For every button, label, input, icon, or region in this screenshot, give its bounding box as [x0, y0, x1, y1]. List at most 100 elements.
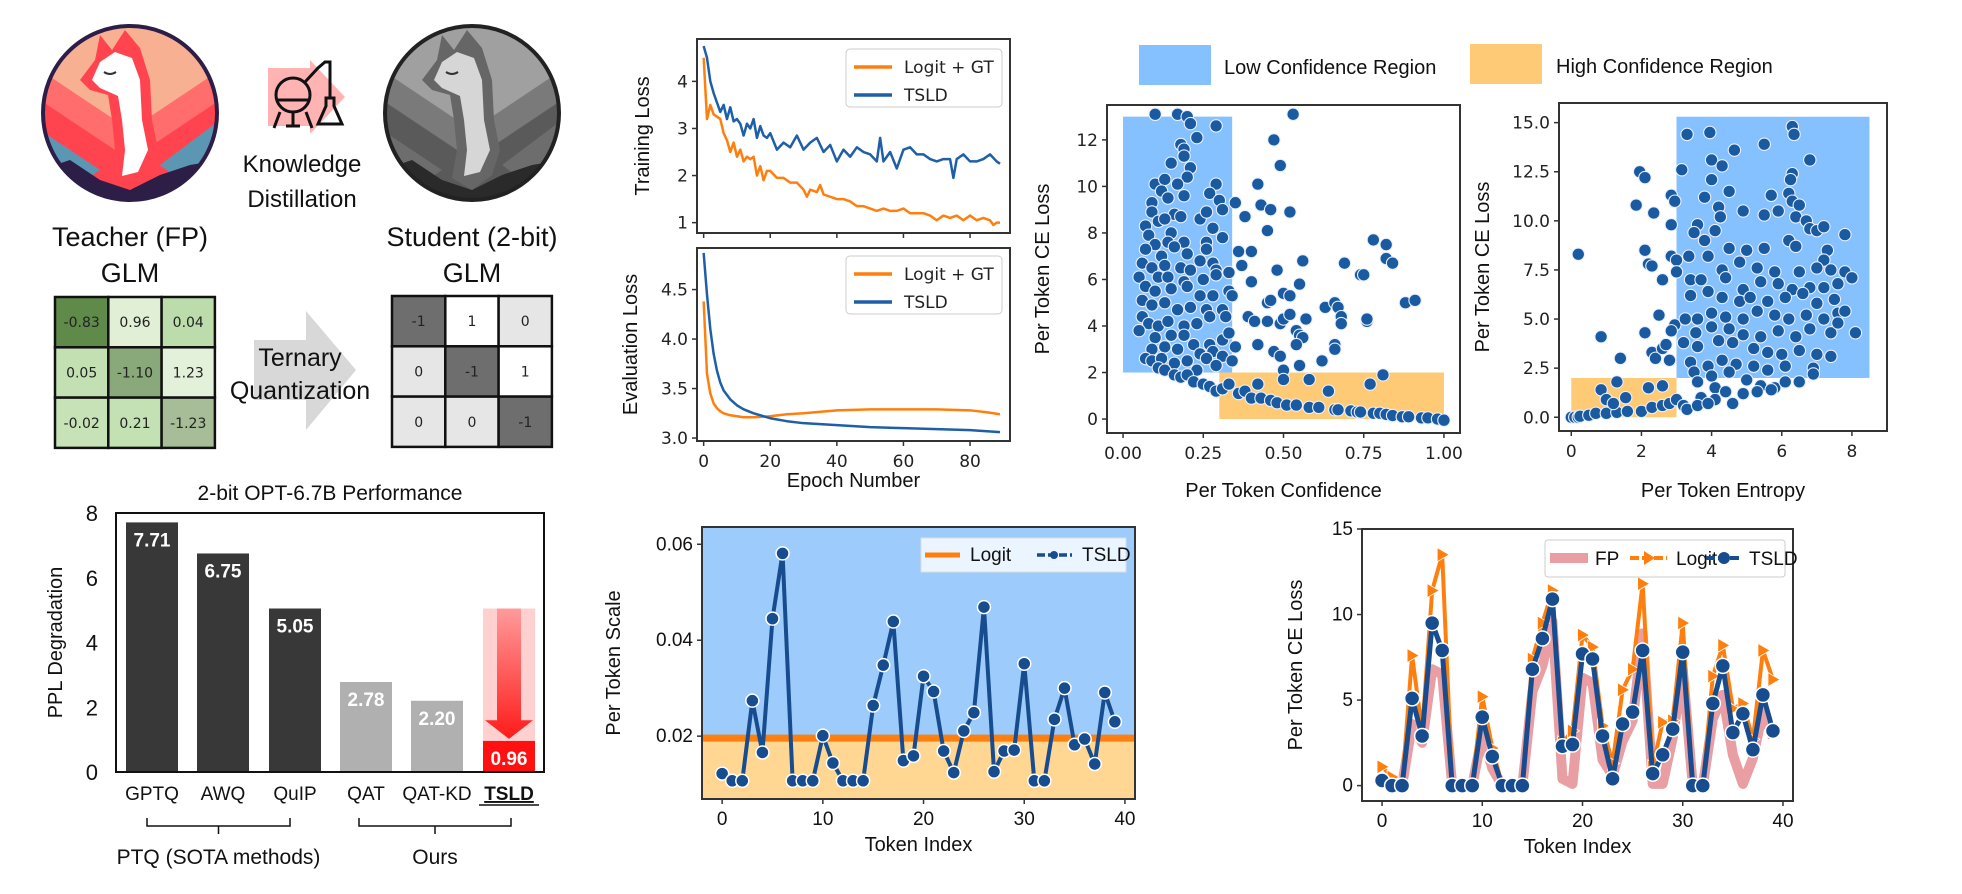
- x-tick-label: 80: [959, 452, 981, 472]
- scatter-point: [1331, 402, 1345, 417]
- scatter-point: [1376, 368, 1390, 382]
- logit-loss-marker: [1717, 637, 1731, 654]
- tsld-loss-point: [1734, 705, 1752, 723]
- scatter-point: [1678, 312, 1693, 326]
- tsld-loss-point: [1704, 695, 1722, 712]
- teacher-llama-icon: [41, 24, 219, 202]
- y-tick-label: 10: [1076, 177, 1098, 197]
- scatter-point: [1771, 276, 1786, 291]
- scatter-point: [1718, 384, 1733, 399]
- scatter-point: [1170, 177, 1185, 191]
- scatter-point: [1302, 372, 1316, 387]
- tsld-loss-point: [1714, 657, 1732, 675]
- tsld-scale-point: [805, 773, 821, 789]
- quant-label-line1: Ternary: [258, 344, 342, 372]
- tsld-loss-point: [1403, 690, 1421, 707]
- series-line-tsld: [702, 45, 1001, 180]
- scatter-point: [1148, 330, 1162, 345]
- scatter-point: [1655, 273, 1670, 287]
- x-axis-label: Token Index: [1524, 836, 1632, 858]
- y-tick-label: 1: [677, 214, 688, 234]
- x-tick-label: 0.75: [1345, 444, 1383, 464]
- x-axis-label: Token Index: [865, 834, 973, 856]
- scatter-point: [1141, 228, 1156, 243]
- scatter-point: [1571, 247, 1586, 261]
- scatter-point: [1760, 294, 1775, 309]
- scatter-point: [1736, 312, 1750, 326]
- tsld-scale-point: [714, 766, 730, 781]
- tsld-scale-point: [1006, 742, 1022, 758]
- scatter-point: [1664, 218, 1679, 232]
- x-tick-label: AWQ: [201, 784, 246, 805]
- scatter-point: [1771, 204, 1786, 218]
- scatter-point: [1206, 289, 1220, 303]
- y-axis-label: Training Loss: [632, 76, 654, 195]
- scatter-point: [1299, 312, 1313, 326]
- matrix-cell: [390, 294, 447, 348]
- scatter-point: [1225, 354, 1239, 368]
- y-tick-label: 4.0: [661, 330, 688, 350]
- scatter-point: [1183, 263, 1198, 277]
- y-tick-label: 0.0: [1523, 408, 1550, 428]
- scatter-point: [1746, 359, 1761, 373]
- y-tick-label: 4: [677, 72, 688, 92]
- scatter-point: [1648, 351, 1663, 366]
- tsld-loss-point: [1423, 614, 1441, 632]
- y-tick-label: 2.5: [1523, 359, 1550, 379]
- y-tick-label: 3.5: [661, 380, 688, 400]
- scatter-point: [1676, 335, 1691, 350]
- scatter-point: [1715, 290, 1729, 305]
- x-tick-label: 1.00: [1425, 444, 1463, 464]
- low-confidence-swatch: [1139, 45, 1211, 85]
- scatter-point: [1170, 302, 1185, 317]
- high-confidence-region: [702, 738, 1135, 799]
- tsld-loss-point: [1744, 741, 1762, 758]
- scatter-point: [1778, 375, 1793, 389]
- y-tick-label: 4.5: [661, 281, 688, 301]
- tsld-loss-point: [1413, 727, 1431, 745]
- teacher-label-line2: GLM: [101, 258, 160, 288]
- scatter-point: [1296, 254, 1310, 268]
- matrix-cell-value: -1.10: [117, 365, 153, 381]
- quant-label-line2: Quantization: [230, 377, 370, 405]
- tsld-scale-point: [926, 684, 941, 699]
- legend-label: TSLD: [1749, 549, 1798, 570]
- scatter-point: [1286, 107, 1300, 122]
- x-tick-label: 0: [717, 809, 728, 830]
- logit-loss-marker: [1577, 627, 1591, 643]
- logit-loss-marker: [1376, 759, 1390, 775]
- scatter-point: [1767, 265, 1782, 279]
- scatter-point: [1694, 273, 1708, 287]
- scatter-point: [1789, 329, 1803, 344]
- legend-marker-tsld: [1718, 552, 1730, 564]
- high-confidence-label: High Confidence Region: [1556, 56, 1773, 78]
- scatter-point: [1778, 290, 1793, 305]
- low-confidence-label: Low Confidence Region: [1224, 57, 1436, 79]
- matrix-cell: [497, 395, 554, 449]
- logit-loss-marker: [1436, 546, 1450, 563]
- scatter-point: [1312, 400, 1326, 415]
- y-axis-label: Per Token CE Loss: [1472, 182, 1494, 353]
- matrix-cell: [107, 295, 163, 349]
- scatter-point: [1209, 358, 1223, 373]
- scatter-point: [1222, 326, 1236, 340]
- tsld-scale-point: [1047, 712, 1062, 727]
- scatter-point: [1824, 349, 1838, 364]
- scatter-point: [1334, 316, 1349, 331]
- scatter-point: [1251, 377, 1265, 391]
- x-tick-label: 60: [893, 452, 915, 472]
- scatter-point: [1778, 359, 1793, 373]
- bar: [269, 608, 321, 772]
- legend-label: TSLD: [903, 293, 948, 313]
- scatter-point: [1158, 258, 1172, 273]
- student-weight-matrix: -1 1 0 0 -1 1 0 0 -1: [390, 294, 554, 449]
- scatter-point: [1190, 130, 1204, 145]
- tsld-scale-point: [976, 599, 992, 615]
- tsld-scale-point: [1107, 714, 1123, 730]
- scatter-point: [1161, 191, 1175, 205]
- tsld-scale-point: [946, 765, 961, 780]
- scatter-point: [1356, 268, 1371, 282]
- scatter-point: [1827, 292, 1842, 307]
- tsld-scale-point: [1016, 656, 1032, 671]
- plot-frame: [696, 247, 1011, 442]
